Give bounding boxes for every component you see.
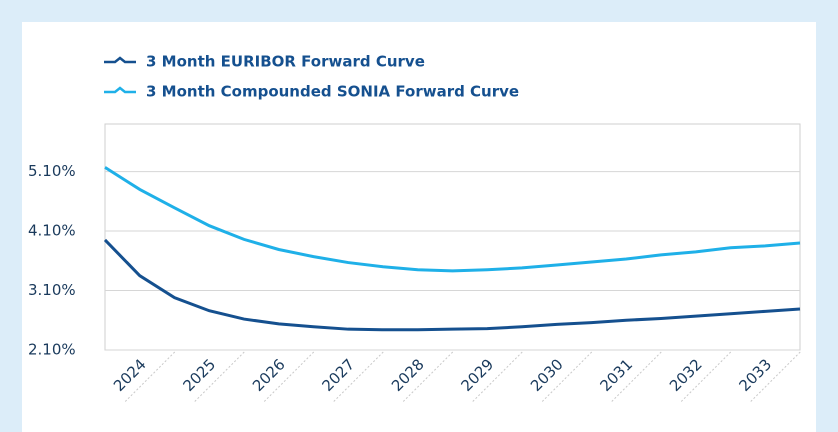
legend-marker <box>104 86 136 94</box>
series-line <box>104 166 801 273</box>
y-tick-label: 3.10% <box>28 281 76 299</box>
y-tick-label: 2.10% <box>28 341 76 359</box>
legend-label: 3 Month EURIBOR Forward Curve <box>146 53 425 71</box>
card <box>22 22 816 432</box>
legend-label: 3 Month Compounded SONIA Forward Curve <box>146 83 519 101</box>
legend-marker <box>104 56 136 64</box>
series-line <box>103 238 801 332</box>
y-tick-label: 4.10% <box>28 222 76 240</box>
y-tick-label: 5.10% <box>28 162 76 180</box>
